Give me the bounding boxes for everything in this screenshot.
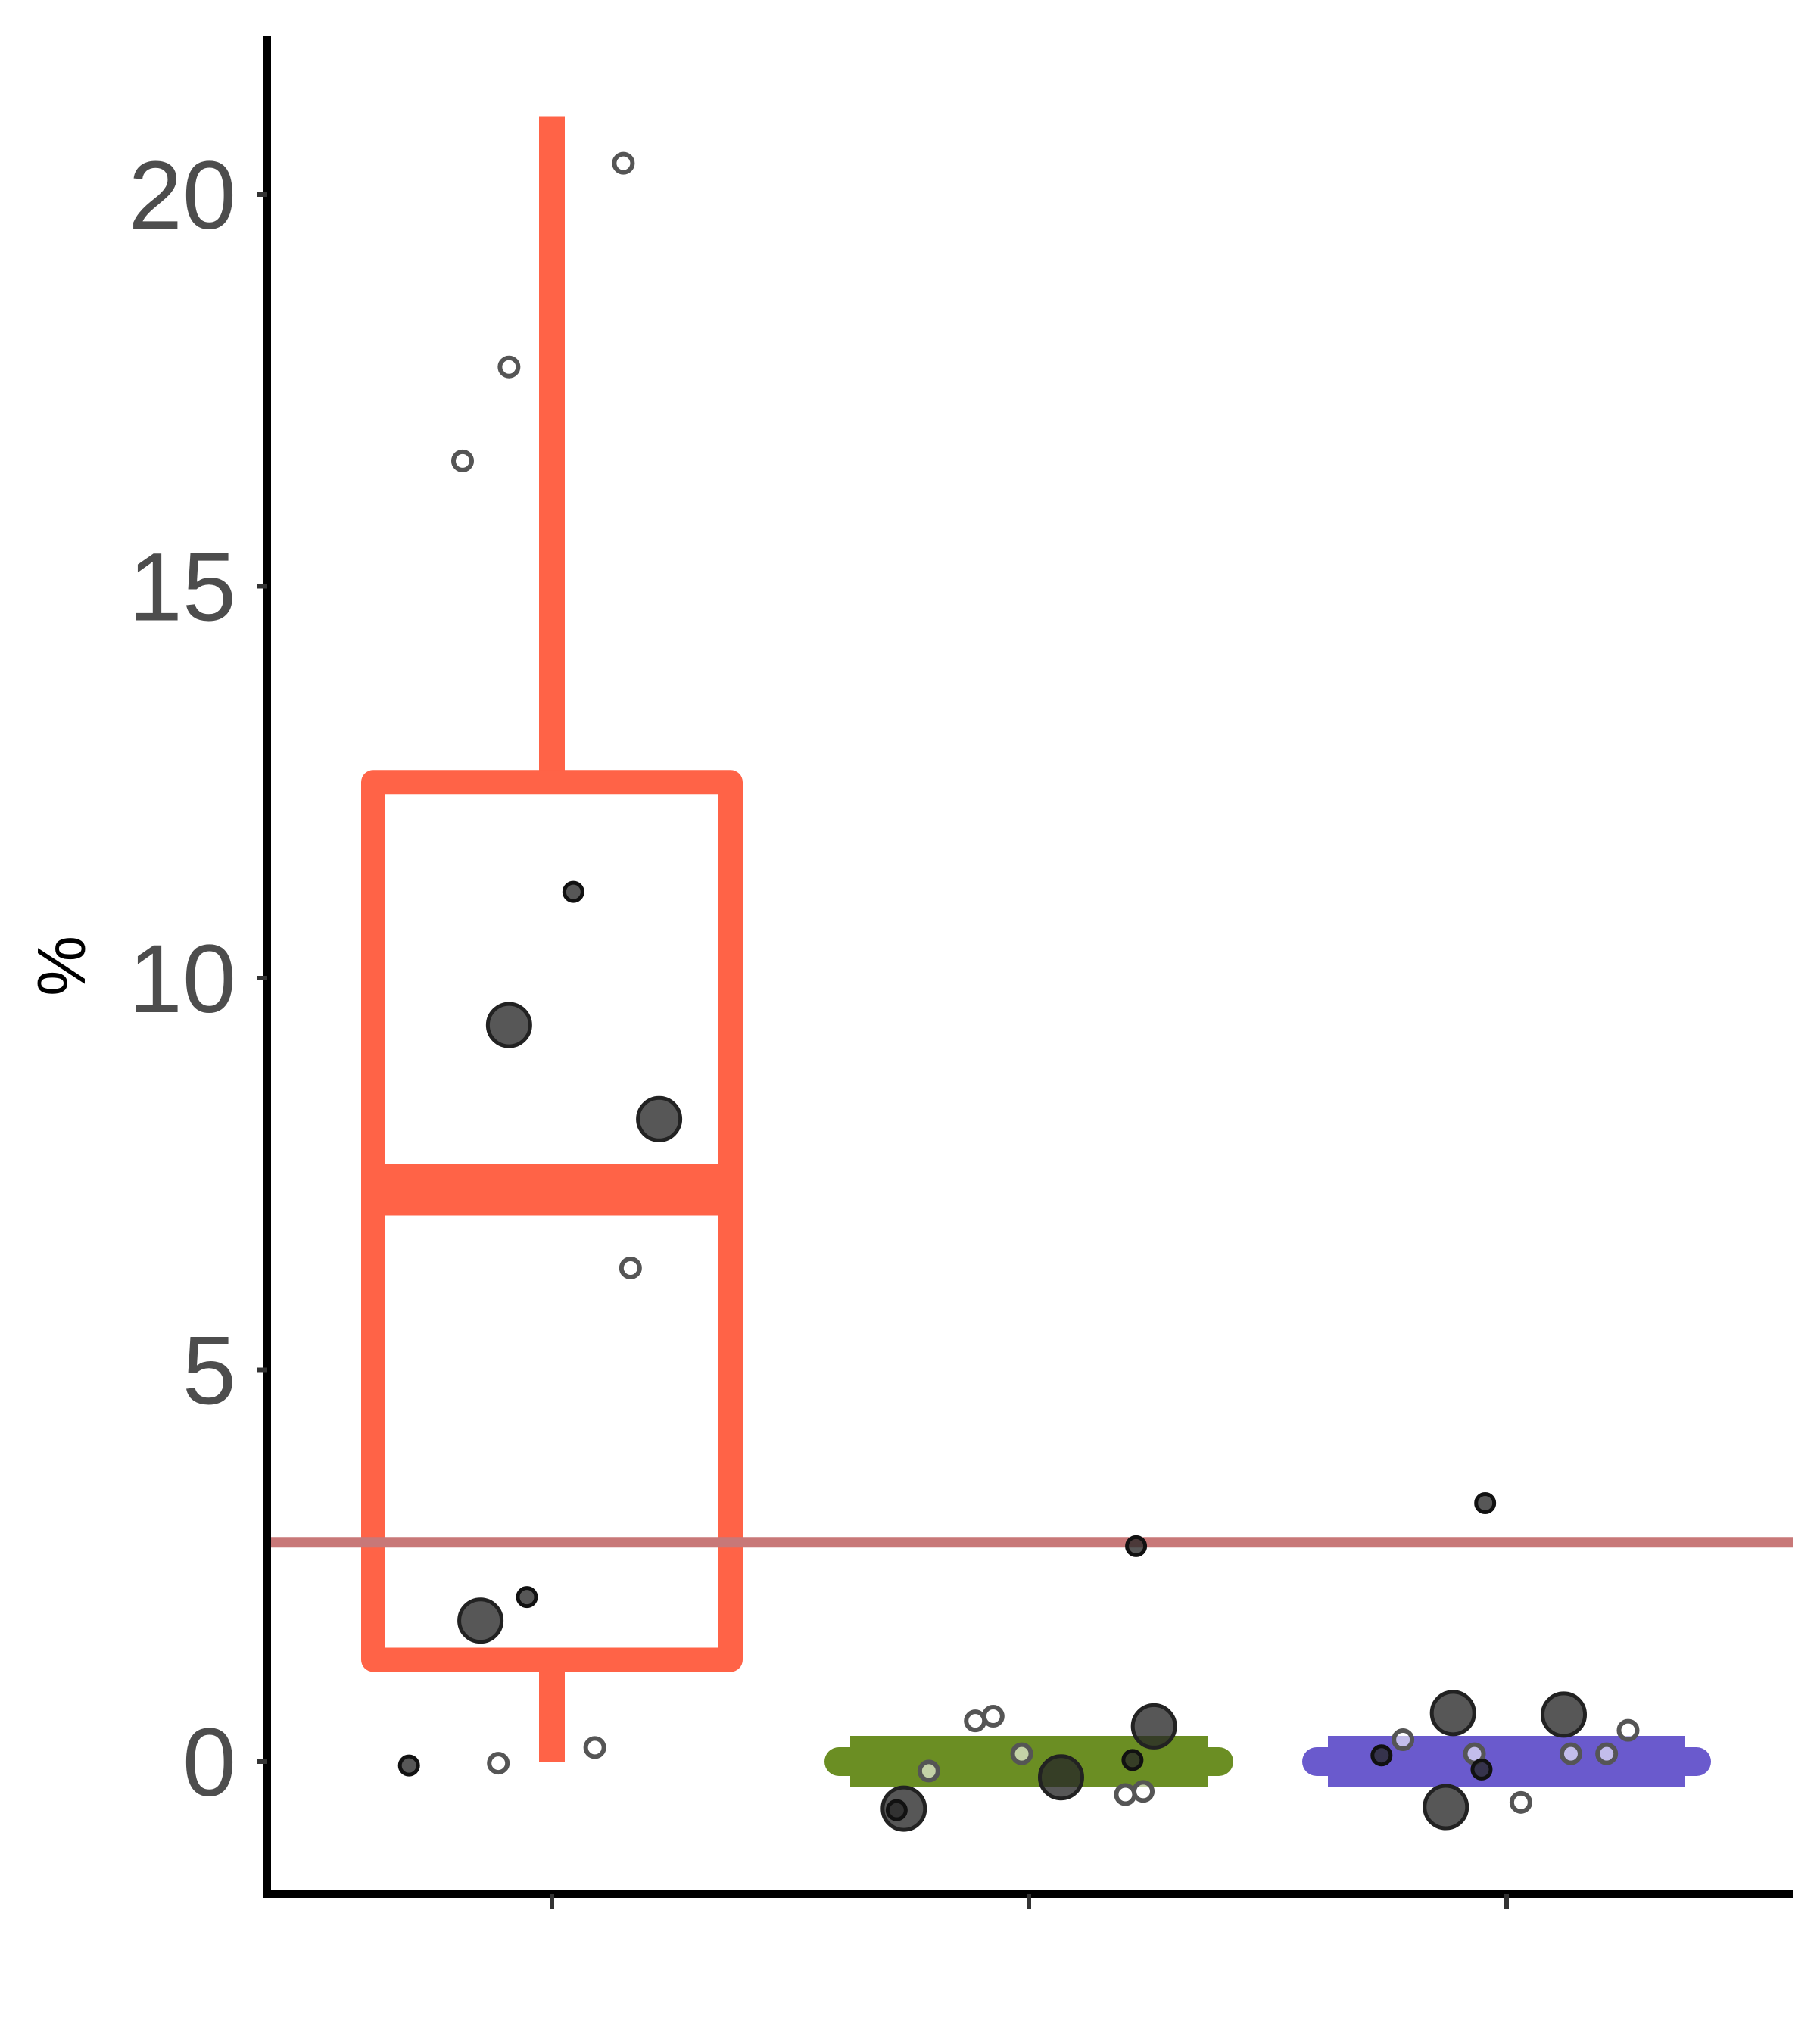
data-point (885, 1799, 908, 1821)
data-point (636, 1095, 683, 1142)
data-point (1121, 1749, 1144, 1771)
data-point (1474, 1491, 1497, 1514)
data-point (562, 880, 584, 903)
y-tick-label: 20 (129, 142, 236, 250)
axes (257, 36, 1793, 1909)
data-point (981, 1704, 1005, 1728)
data-point (397, 1754, 420, 1777)
data-point (1470, 1758, 1493, 1781)
data-point (1010, 1742, 1033, 1765)
data-point (1595, 1742, 1619, 1765)
y-tick-label: 10 (129, 925, 236, 1033)
data-point (964, 1709, 987, 1733)
data-point (612, 151, 635, 175)
data-point (487, 1752, 510, 1775)
box-group (361, 116, 743, 1762)
data-point (1037, 1754, 1084, 1801)
data-point (1132, 1780, 1155, 1803)
data-point (497, 355, 521, 379)
data-point (1130, 1703, 1177, 1750)
data-point (1125, 1535, 1148, 1557)
data-point (1509, 1790, 1532, 1814)
data-point (917, 1759, 940, 1783)
data-point (485, 1002, 532, 1048)
data-point (619, 1256, 642, 1279)
y-axis-title: % (24, 936, 100, 996)
data-point (1616, 1718, 1640, 1742)
y-tick-label: 5 (182, 1317, 236, 1426)
data-point (1559, 1742, 1582, 1765)
data-point (1423, 1784, 1469, 1831)
plot-area (267, 116, 1793, 1832)
data-point (1370, 1744, 1393, 1767)
data-point (1114, 1783, 1137, 1806)
box-rect (361, 770, 743, 1672)
data-point (583, 1736, 606, 1759)
data-point (1541, 1691, 1588, 1738)
y-tick-label: 15 (129, 534, 236, 642)
data-point (516, 1586, 538, 1609)
data-point (451, 449, 474, 472)
data-point (457, 1597, 504, 1644)
data-point (1429, 1690, 1476, 1737)
y-tick-label: 0 (182, 1709, 236, 1817)
data-point (1392, 1728, 1415, 1752)
